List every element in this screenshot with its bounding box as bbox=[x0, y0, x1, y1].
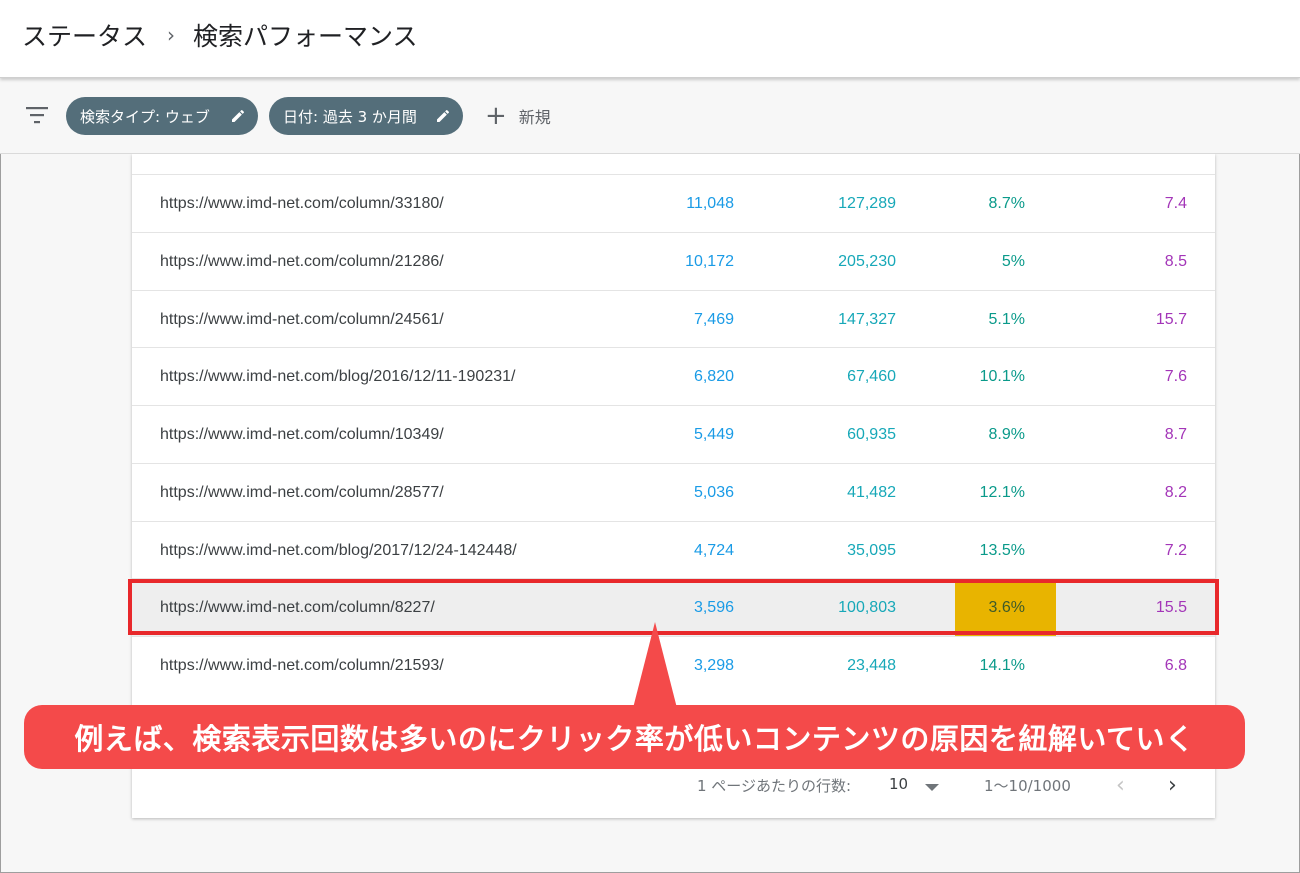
breadcrumb-separator-icon: › bbox=[167, 23, 176, 47]
ctr-cell: 5.1% bbox=[988, 310, 1025, 328]
impressions-cell: 67,460 bbox=[847, 368, 896, 386]
ctr-highlight-cell bbox=[955, 579, 1056, 638]
pagination-range: 1〜10/1000 bbox=[984, 777, 1071, 795]
ctr-cell: 10.1% bbox=[979, 368, 1025, 386]
rows-per-page-select[interactable]: 10 bbox=[889, 775, 909, 793]
ctr-cell: 5% bbox=[1001, 252, 1025, 270]
dropdown-caret-icon[interactable] bbox=[925, 784, 939, 791]
pagination: 1 ページあたりの行数: 10 1〜10/1000 ‹ › bbox=[0, 770, 1215, 800]
clicks-cell: 5,449 bbox=[693, 426, 734, 443]
ctr-cell: 14.1% bbox=[979, 657, 1025, 674]
position-cell: 15.5 bbox=[1155, 599, 1187, 617]
table-row[interactable]: https://www.imd-net.com/column/10349/5,4… bbox=[132, 405, 1215, 463]
table-row[interactable]: https://www.imd-net.com/blog/2016/12/11-… bbox=[132, 347, 1215, 405]
search-type-filter-chip[interactable]: 検索タイプ: ウェブ bbox=[66, 97, 258, 135]
impressions-cell: 41,482 bbox=[847, 483, 896, 501]
ctr-cell: 8.7% bbox=[988, 195, 1025, 212]
highlight-annotation-frame bbox=[128, 579, 1219, 635]
position-cell: 15.7 bbox=[1155, 310, 1187, 328]
ctr-cell: 13.5% bbox=[979, 541, 1025, 559]
impressions-cell: 205,230 bbox=[838, 252, 896, 270]
clicks-cell: 7,469 bbox=[693, 310, 734, 328]
clicks-cell: 11,048 bbox=[686, 195, 734, 212]
impressions-cell: 23,448 bbox=[847, 657, 896, 674]
page-url-cell: https://www.imd-net.com/column/24561/ bbox=[160, 310, 444, 328]
position-cell: 7.4 bbox=[1164, 195, 1187, 212]
date-filter-chip[interactable]: 日付: 過去 3 か月間 bbox=[269, 97, 463, 135]
table-row[interactable]: https://www.imd-net.com/column/33180/11,… bbox=[132, 174, 1215, 232]
impressions-cell: 127,289 bbox=[838, 195, 896, 212]
breadcrumb: ステータス › 検索パフォーマンス bbox=[22, 18, 418, 52]
position-cell: 7.6 bbox=[1164, 368, 1187, 386]
impressions-cell: 35,095 bbox=[847, 541, 896, 559]
page-url-cell: https://www.imd-net.com/column/10349/ bbox=[160, 426, 444, 443]
table-row[interactable]: https://www.imd-net.com/column/8227/3,59… bbox=[132, 578, 1215, 638]
page-title: 検索パフォーマンス bbox=[193, 22, 418, 51]
position-cell: 6.8 bbox=[1164, 657, 1187, 674]
callout-banner: 例えば、検索表示回数は多いのにクリック率が低いコンテンツの原因を紐解いていく bbox=[24, 705, 1245, 769]
ctr-cell: 3.6% bbox=[988, 599, 1025, 617]
callout-pointer-icon bbox=[632, 622, 678, 712]
callout-text: 例えば、検索表示回数は多いのにクリック率が低いコンテンツの原因を紐解いていく bbox=[74, 722, 1195, 756]
add-new-filter-button[interactable]: + 新規 bbox=[485, 102, 551, 130]
app-header: ステータス › 検索パフォーマンス bbox=[0, 0, 1300, 78]
page-url-cell: https://www.imd-net.com/column/21286/ bbox=[160, 252, 444, 270]
filter-icon[interactable] bbox=[26, 106, 48, 124]
page-url-cell: https://www.imd-net.com/column/21593/ bbox=[160, 657, 444, 674]
position-cell: 8.5 bbox=[1164, 252, 1187, 270]
position-cell: 7.2 bbox=[1164, 541, 1187, 559]
ctr-cell: 8.9% bbox=[988, 426, 1025, 443]
clicks-cell: 6,820 bbox=[693, 368, 734, 386]
clicks-cell: 5,036 bbox=[693, 483, 734, 501]
previous-page-icon[interactable]: ‹ bbox=[1116, 773, 1125, 798]
page-url-cell: https://www.imd-net.com/column/28577/ bbox=[160, 483, 444, 501]
edit-pencil-icon bbox=[232, 109, 245, 122]
table-row[interactable]: https://www.imd-net.com/column/21286/10,… bbox=[132, 231, 1215, 290]
clicks-cell: 3,298 bbox=[693, 657, 734, 674]
next-page-icon[interactable]: › bbox=[1168, 773, 1177, 798]
position-cell: 8.2 bbox=[1164, 483, 1187, 501]
table-row[interactable]: https://www.imd-net.com/blog/2017/12/24-… bbox=[132, 520, 1215, 579]
clicks-cell: 4,724 bbox=[693, 541, 734, 559]
chip-label: 日付: 過去 3 か月間 bbox=[283, 107, 417, 126]
breadcrumb-status-link[interactable]: ステータス bbox=[22, 22, 148, 51]
filter-bar: 検索タイプ: ウェブ 日付: 過去 3 か月間 + 新規 bbox=[0, 78, 1300, 154]
impressions-cell: 100,803 bbox=[838, 599, 896, 617]
page-url-cell: https://www.imd-net.com/column/33180/ bbox=[160, 195, 444, 212]
ctr-cell: 12.1% bbox=[979, 483, 1025, 501]
table-row[interactable]: https://www.imd-net.com/column/28577/5,0… bbox=[132, 462, 1215, 521]
impressions-cell: 147,327 bbox=[838, 310, 896, 328]
position-cell: 8.7 bbox=[1164, 426, 1187, 443]
table-row[interactable]: https://www.imd-net.com/column/21593/3,2… bbox=[132, 636, 1215, 694]
chip-label: 検索タイプ: ウェブ bbox=[80, 107, 210, 126]
rows-per-page-label: 1 ページあたりの行数: bbox=[697, 777, 852, 795]
plus-icon: + bbox=[485, 101, 507, 131]
clicks-cell: 3,596 bbox=[693, 599, 734, 617]
page-url-cell: https://www.imd-net.com/column/8227/ bbox=[160, 599, 435, 617]
table-row[interactable]: https://www.imd-net.com/column/24561/7,4… bbox=[132, 289, 1215, 348]
edit-pencil-icon bbox=[437, 109, 450, 122]
impressions-cell: 60,935 bbox=[847, 426, 896, 443]
clicks-cell: 10,172 bbox=[685, 252, 734, 270]
page-url-cell: https://www.imd-net.com/blog/2016/12/11-… bbox=[160, 368, 516, 386]
page-url-cell: https://www.imd-net.com/blog/2017/12/24-… bbox=[160, 541, 517, 559]
add-new-label: 新規 bbox=[518, 108, 551, 127]
